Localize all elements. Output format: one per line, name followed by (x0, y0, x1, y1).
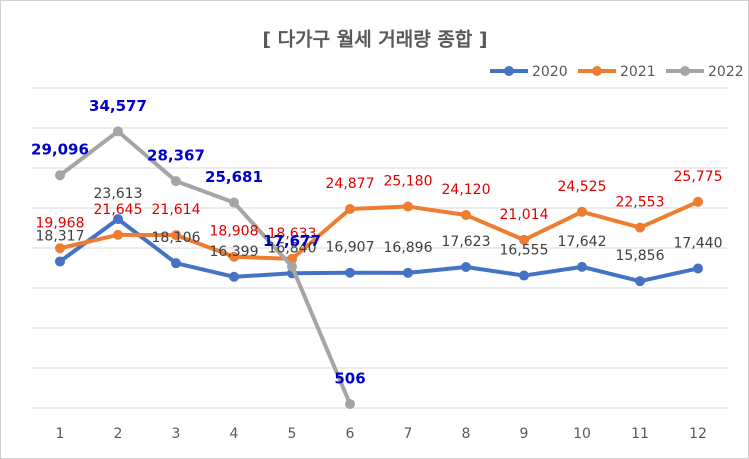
legend-marker (592, 66, 602, 76)
legend-label: 2020 (532, 64, 568, 80)
data-label: 15,856 (616, 248, 665, 264)
data-label: 21,614 (152, 202, 201, 218)
data-label: 21,014 (500, 207, 549, 223)
data-point (113, 229, 123, 240)
data-label: 25,180 (384, 174, 433, 190)
x-tick-label: 9 (520, 426, 529, 442)
data-label: 16,907 (326, 240, 375, 256)
data-label: 24,120 (442, 182, 491, 198)
data-point (519, 270, 529, 281)
data-point (229, 197, 239, 208)
data-label: 18,633 (268, 226, 317, 242)
x-tick-label: 3 (172, 426, 181, 442)
data-label: 17,677 (263, 232, 321, 250)
x-tick-label: 8 (462, 426, 471, 442)
data-point (229, 251, 239, 262)
data-point (345, 267, 355, 278)
data-point (287, 261, 297, 272)
data-point (519, 234, 529, 245)
data-point (635, 276, 645, 287)
data-label: 28,367 (147, 147, 205, 165)
data-point (693, 263, 703, 274)
data-point (461, 210, 471, 221)
data-point (229, 271, 239, 282)
data-label: 16,840 (268, 240, 317, 256)
data-label: 16,896 (384, 240, 433, 256)
data-point (577, 261, 587, 272)
data-point (403, 267, 413, 278)
data-label: 34,577 (89, 97, 147, 115)
x-tick-label: 1 (56, 426, 65, 442)
data-label: 16,399 (210, 244, 259, 260)
data-label: 23,613 (94, 186, 143, 202)
chart-title: [ 다가구 월세 거래량 종합 ] (262, 29, 487, 51)
series-line (58, 129, 352, 405)
data-point (635, 222, 645, 233)
data-point (345, 398, 355, 409)
data-label: 16,555 (500, 243, 549, 259)
x-tick-label: 6 (346, 426, 355, 442)
legend-marker (680, 66, 690, 76)
data-label: 18,317 (36, 228, 85, 244)
data-point (693, 196, 703, 207)
x-tick-label: 5 (288, 426, 297, 442)
data-label: 17,623 (442, 234, 491, 250)
series-line (58, 217, 699, 284)
data-point (113, 214, 123, 225)
x-tick-label: 2 (114, 426, 123, 442)
data-point (171, 258, 181, 269)
x-tick-label: 10 (573, 426, 591, 442)
data-label: 22,553 (616, 195, 665, 211)
data-point (577, 206, 587, 217)
legend-marker (504, 66, 514, 76)
series-line (59, 199, 699, 261)
data-point (113, 126, 123, 137)
data-point (171, 230, 181, 241)
data-label: 21,645 (94, 202, 143, 218)
data-label: 18,908 (210, 224, 259, 240)
data-point (345, 203, 355, 214)
x-tick-label: 7 (404, 426, 413, 442)
legend-label: 2022 (708, 64, 744, 80)
data-label: 24,877 (326, 176, 375, 192)
data-label: 506 (334, 369, 365, 387)
data-point (55, 170, 65, 181)
data-point (403, 201, 413, 212)
data-label: 19,968 (36, 215, 85, 231)
data-label: 25,775 (674, 169, 723, 185)
data-label: 24,525 (558, 179, 607, 195)
data-label: 25,681 (205, 168, 263, 186)
data-point (55, 256, 65, 267)
x-tick-label: 12 (689, 426, 707, 442)
data-point (171, 176, 181, 187)
data-label: 17,440 (674, 235, 723, 251)
data-label: 29,096 (31, 141, 89, 159)
data-point (55, 243, 65, 254)
x-tick-label: 4 (230, 426, 239, 442)
data-label: 17,642 (558, 234, 607, 250)
legend-label: 2021 (620, 64, 656, 80)
x-tick-label: 11 (631, 426, 649, 442)
data-point (461, 262, 471, 273)
data-label: 18,106 (152, 230, 201, 246)
